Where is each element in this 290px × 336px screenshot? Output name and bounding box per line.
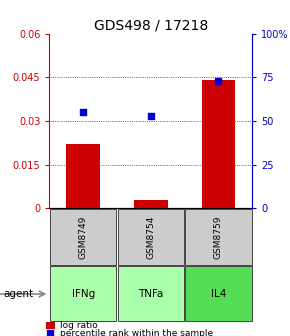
Point bbox=[81, 110, 86, 115]
Text: IL4: IL4 bbox=[211, 289, 226, 299]
Bar bbox=[134, 200, 168, 208]
Text: percentile rank within the sample: percentile rank within the sample bbox=[60, 329, 213, 336]
Bar bbox=[202, 80, 235, 208]
Bar bbox=[50, 266, 116, 322]
Title: GDS498 / 17218: GDS498 / 17218 bbox=[94, 18, 208, 33]
Point bbox=[216, 78, 221, 83]
Bar bbox=[66, 144, 100, 208]
Text: log ratio: log ratio bbox=[60, 321, 97, 330]
Point bbox=[48, 331, 53, 336]
Bar bbox=[185, 266, 252, 322]
Text: GSM8749: GSM8749 bbox=[79, 215, 88, 259]
Bar bbox=[46, 322, 55, 329]
Bar bbox=[50, 209, 116, 265]
Bar bbox=[118, 209, 184, 265]
Text: TNFa: TNFa bbox=[138, 289, 164, 299]
Text: IFNg: IFNg bbox=[72, 289, 95, 299]
Text: GSM8759: GSM8759 bbox=[214, 215, 223, 259]
Text: GSM8754: GSM8754 bbox=[146, 215, 155, 259]
Bar bbox=[185, 209, 252, 265]
Bar bbox=[118, 266, 184, 322]
Point bbox=[148, 113, 153, 118]
Text: agent: agent bbox=[3, 289, 33, 299]
